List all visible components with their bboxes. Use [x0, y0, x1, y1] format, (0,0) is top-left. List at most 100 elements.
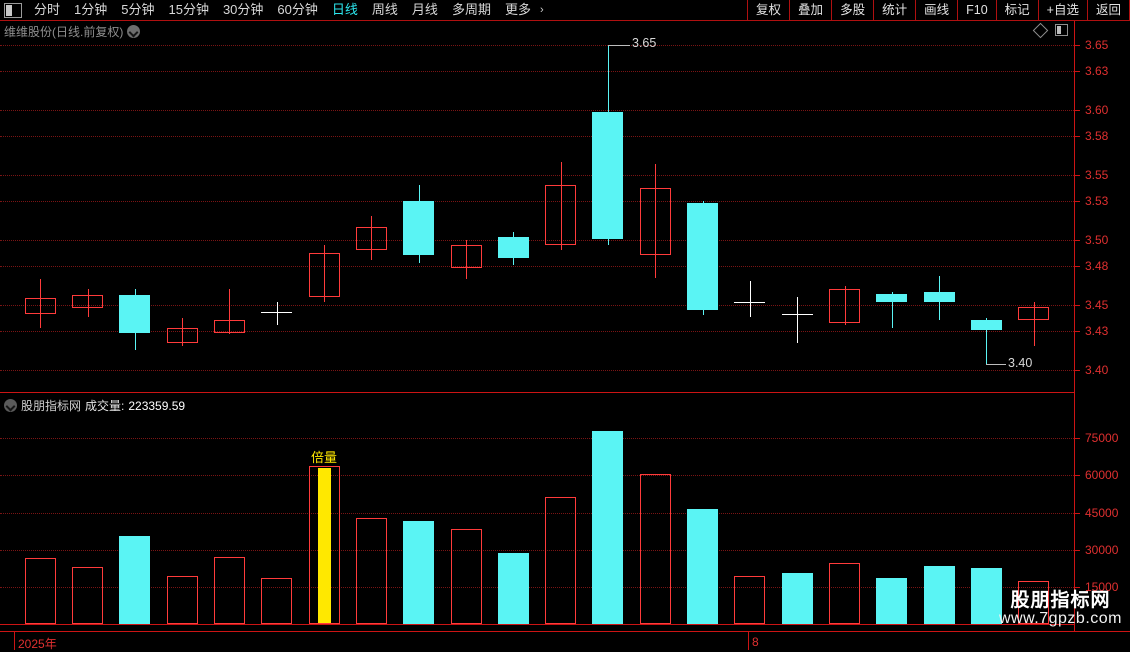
low-price-annotation: 3.40: [1008, 356, 1033, 370]
split-panel-icon[interactable]: [1055, 24, 1068, 36]
volume-bar: [498, 553, 529, 624]
candle-wick: [986, 317, 987, 365]
candle-wick: [371, 216, 372, 261]
volume-gridline: [0, 438, 1074, 440]
candle-body: [498, 236, 529, 258]
candle-body: [545, 184, 576, 245]
date-axis: 2025年 8: [0, 631, 1130, 651]
period-tab-more[interactable]: 更多: [504, 2, 531, 17]
price-pane-header: 维维股份(日线.前复权): [4, 23, 141, 40]
price-gridline: [0, 44, 1074, 46]
volume-gridline: [0, 512, 1074, 514]
period-tab-30min[interactable]: 30分钟: [222, 2, 264, 17]
high-price-annotation: 3.65: [632, 36, 657, 50]
volume-bar: [640, 474, 671, 624]
button-back[interactable]: 返回: [1086, 0, 1130, 20]
price-axis-label: 3.55: [1085, 167, 1109, 182]
axis-tick: [1075, 44, 1080, 46]
button-huaxian[interactable]: 画线: [915, 0, 957, 20]
volume-bar: [876, 578, 907, 624]
price-gridline: [0, 70, 1074, 72]
period-tab-weekly[interactable]: 周线: [371, 2, 398, 17]
price-axis-label: 3.43: [1085, 323, 1109, 338]
right-value-axis: 3.65 3.63 3.60 3.58 3.55 3.53 3.50 3.48 3.45 3.43…: [1074, 21, 1130, 631]
price-gridline: [0, 174, 1074, 176]
top-toolbar: 分时 1分钟 5分钟 15分钟 30分钟 60分钟 日线 周线 月线 多周期 更…: [0, 0, 1130, 21]
volume-bar: [687, 508, 718, 624]
indicator-site-label: 股朋指标网: [21, 399, 82, 413]
volume-pane-header: 股朋指标网 成交量: 223359.59: [4, 397, 185, 414]
volume-bar: [119, 536, 150, 624]
button-biaoji[interactable]: 标记: [995, 0, 1038, 20]
axis-tick: [1075, 512, 1080, 514]
period-tab-monthly[interactable]: 月线: [411, 2, 438, 17]
axis-tick: [1075, 549, 1080, 551]
axis-tick: [1075, 438, 1080, 440]
candle-wick: [655, 164, 656, 279]
price-gridline: [0, 369, 1074, 371]
volume-axis-label: 45000: [1085, 505, 1119, 520]
button-add-watchlist[interactable]: +自选: [1037, 0, 1087, 20]
toolbar-actions: 复权 叠加 多股 统计 画线 F10 标记 +自选 返回: [747, 0, 1130, 20]
volume-bar: [1018, 580, 1049, 624]
volume-axis-label: 15000: [1085, 579, 1119, 594]
price-axis-label: 3.63: [1085, 63, 1109, 78]
price-chart-pane[interactable]: 3.65 3.40: [0, 21, 1074, 393]
price-axis-label: 3.58: [1085, 128, 1109, 143]
chevron-right-icon[interactable]: ›: [539, 4, 544, 16]
price-axis-label: 3.48: [1085, 258, 1109, 273]
volume-axis-label: 30000: [1085, 542, 1119, 557]
candle-wick: [1034, 301, 1035, 347]
axis-tick: [1075, 265, 1080, 267]
axis-tick: [1075, 586, 1080, 588]
button-tongji[interactable]: 统计: [873, 0, 915, 20]
axis-tick: [1075, 304, 1080, 306]
period-tab-60min[interactable]: 60分钟: [277, 2, 318, 17]
axis-tick: [1075, 174, 1080, 176]
candle-wick: [182, 317, 183, 347]
doji-body: [261, 312, 292, 313]
period-tab-15min[interactable]: 15分钟: [168, 2, 209, 17]
chevron-down-circle-icon[interactable]: [127, 25, 141, 38]
price-axis-label: 3.40: [1085, 362, 1109, 377]
price-axis-label: 3.60: [1085, 102, 1109, 117]
volume-gridline: [0, 549, 1074, 551]
period-tab-multi[interactable]: 多周期: [451, 2, 491, 17]
volume-label: 成交量:: [85, 399, 125, 413]
price-gridline: [0, 304, 1074, 306]
button-duogu[interactable]: 多股: [831, 0, 873, 20]
candle-wick: [561, 161, 562, 250]
panel-toggle-icon[interactable]: [4, 2, 22, 18]
axis-tick: [1075, 109, 1080, 111]
price-gridline: [0, 239, 1074, 241]
period-tab-5min[interactable]: 5分钟: [121, 2, 155, 17]
price-gridline: [0, 135, 1074, 137]
volume-bar: [924, 565, 955, 624]
price-axis-label: 3.50: [1085, 232, 1109, 247]
axis-tick: [1075, 70, 1080, 72]
doji-body: [734, 302, 765, 303]
volume-bar: [167, 575, 198, 624]
button-f10[interactable]: F10: [957, 0, 996, 20]
period-tab-1min[interactable]: 1分钟: [74, 2, 108, 17]
price-axis-label: 3.45: [1085, 297, 1109, 312]
volume-chart-pane[interactable]: 倍量: [0, 393, 1074, 631]
candle-body: [119, 295, 150, 334]
diamond-icon[interactable]: [1032, 22, 1049, 38]
volume-bar-highlight: [318, 467, 331, 623]
period-tab-fenshi[interactable]: 分时: [34, 2, 61, 17]
axis-tick: [1075, 239, 1080, 241]
candle-wick: [466, 239, 467, 279]
watermark-title: 股朋指标网: [1010, 590, 1111, 612]
period-tab-daily[interactable]: 日线: [331, 2, 358, 17]
button-diejia[interactable]: 叠加: [789, 0, 831, 20]
volume-gridline: [0, 586, 1074, 588]
date-axis-label: 2025年: [18, 637, 57, 651]
volume-bar: [309, 465, 340, 624]
low-annotation-leader: [986, 364, 1006, 365]
volume-bar: [734, 575, 765, 624]
candle-body: [1018, 307, 1049, 321]
button-fuquan[interactable]: 复权: [747, 0, 789, 20]
chevron-down-circle-icon[interactable]: [4, 399, 17, 412]
candle-body: [356, 226, 387, 250]
